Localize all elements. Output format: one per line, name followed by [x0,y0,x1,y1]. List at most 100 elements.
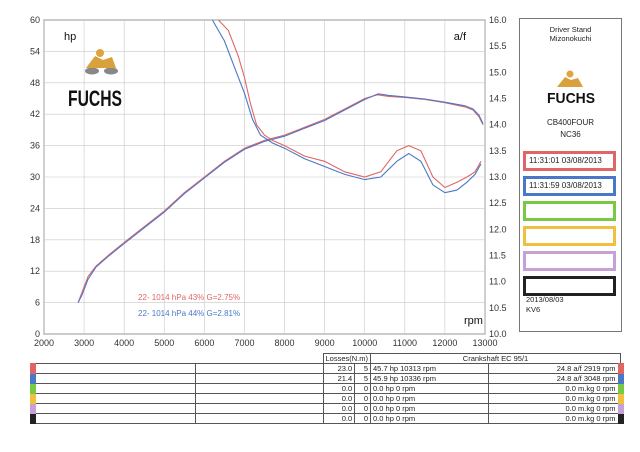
run-box [523,226,616,246]
y-left-tick-label: 6 [35,298,40,308]
table-header-row: Losses(N.m) Crankshaft EC 95/1 [33,353,622,364]
loss-n-cell: 0 [354,413,372,424]
y-left-tick-label: 36 [30,141,40,151]
y-left-tick-label: 48 [30,78,40,88]
legend-run2: 22- 1014 hPa 44% G=2.81% [138,309,240,318]
run-box: 11:31:01 03/08/2013 [523,151,616,171]
run-date: 2013/08/03 [526,295,564,304]
x-tick-label: 7000 [234,338,254,348]
y-left-tick-label: 30 [30,172,40,182]
shop-location: Mizonokuchi [549,34,592,43]
x-axis-ticks: 2000 3000 4000 5000 6000 7000 8000 9000 10000 110… [34,338,498,348]
table-row: 21.4 5 45.9 hp 10336 rpm 24.8 a/f 3048 rpm [30,373,624,384]
run-note-cell [194,393,324,404]
loss-cell: 21.4 [322,373,356,384]
y-left-axis-label: hp [64,31,76,43]
losses-header: Losses(N.m) [322,353,372,364]
y-right-ticks: 10.0 10.5 11.0 11.5 12.0 12.5 13.0 13.5 14.0 14.5… [489,15,507,339]
side-logo-bike [556,77,583,87]
run-color-cell [30,393,196,404]
y-left-tick-label: 24 [30,203,40,213]
run-label: 11:31:01 03/08/2013 [529,156,602,165]
grid-lines [43,19,486,335]
run-note-cell [194,363,324,374]
x-tick-label: 8000 [275,338,295,348]
y-right-tick-label: 15.5 [489,41,507,51]
series-line-2 [77,93,484,303]
loss-n-cell: 5 [354,363,372,374]
peak-power-cell: 0.0 hp 0 rpm [370,413,490,424]
run-color-cell [30,413,196,424]
peak-power-cell: 0.0 hp 0 rpm [370,403,490,414]
run-note-cell [194,403,324,414]
run-box [523,251,616,271]
y-right-tick-label: 13.5 [489,146,507,156]
vehicle-info: CB400FOUR NC36 [520,117,621,141]
run-note-cell [194,413,324,424]
side-logo-text: FUCHS [547,90,595,107]
y-right-tick-label: 13.0 [489,172,507,182]
x-tick-label: 11000 [393,338,417,348]
x-tick-label: 12000 [432,338,457,348]
y-right-tick-label: 14.0 [489,120,507,130]
loss-n-cell: 0 [354,383,372,394]
run-color-cell [30,363,196,374]
side-logo: FUCHS [541,49,601,109]
logo-bike [86,56,116,68]
y-right-tick-label: 11.5 [489,251,506,261]
logo-text: FUCHS [68,86,122,111]
logo-wheel-right [104,67,118,75]
results-table: Losses(N.m) Crankshaft EC 95/1 23.0 5 45.7… [30,353,624,424]
logo-wheel-left [85,67,99,75]
shop-name: Driver Stand [549,25,592,34]
legend-run1: 22- 1014 hPa 43% G=2.75% [138,293,240,302]
y-right-tick-label: 10.5 [489,303,507,313]
x-tick-label: 2000 [34,338,54,348]
fuchs-logo: FUCHS [68,49,122,111]
series-line-3 [218,19,482,189]
table-row: 0.0 0 0.0 hp 0 rpm 0.0 m.kg 0 rpm [30,383,624,394]
y-right-tick-label: 12.5 [489,198,507,208]
y-right-tick-label: 10.0 [489,329,507,339]
vehicle-model: CB400FOUR [546,118,595,127]
run-color-cell [30,383,196,394]
side-logo-rider [566,70,573,78]
peak-power-cell: 45.7 hp 10313 rpm [370,363,490,374]
y-right-tick-label: 14.5 [489,94,507,104]
y-right-tick-label: 16.0 [489,15,507,25]
vehicle-code: NC36 [560,130,581,139]
footer-code: KV6 [526,305,541,314]
loss-cell: 0.0 [322,413,356,424]
table-row: 0.0 0 0.0 hp 0 rpm 0.0 m.kg 0 rpm [30,393,624,404]
peak-power-cell: 0.0 hp 0 rpm [370,383,490,394]
run-box [523,276,616,296]
x-tick-label: 6000 [194,338,214,348]
table-row: 0.0 0 0.0 hp 0 rpm 0.0 m.kg 0 rpm [30,413,624,424]
peak-af-cell: 0.0 m.kg 0 rpm [488,393,624,404]
peak-af-cell: 24.8 a/f 3048 rpm [488,373,624,384]
peak-af-cell: 0.0 m.kg 0 rpm [488,383,624,394]
y-left-ticks: 0 6 12 18 24 30 36 42 48 54 60 [30,15,40,339]
loss-cell: 0.0 [322,383,356,394]
peak-af-cell: 24.8 a/f 2919 rpm [488,363,624,374]
y-right-tick-label: 12.0 [489,224,507,234]
run-label: 11:31:59 03/08/2013 [529,181,602,190]
x-tick-label: 4000 [114,338,134,348]
loss-n-cell: 0 [354,403,372,414]
loss-cell: 0.0 [322,393,356,404]
y-right-tick-label: 15.0 [489,67,507,77]
run-note-cell [194,373,324,384]
y-left-tick-label: 18 [30,235,40,245]
run-color-cell [30,373,196,384]
shop-header: Driver Stand Mizonokuchi [520,25,621,43]
peak-af-cell: 0.0 m.kg 0 rpm [488,403,624,414]
x-tick-label: 5000 [154,338,174,348]
peak-power-cell: 0.0 hp 0 rpm [370,393,490,404]
peak-power-cell: 45.9 hp 10336 rpm [370,373,490,384]
logo-rider [96,49,104,57]
side-footer: 2013/08/03 KV6 [526,295,564,315]
run-box: 11:31:59 03/08/2013 [523,176,616,196]
loss-cell: 23.0 [322,363,356,374]
series-line-4 [211,19,482,194]
